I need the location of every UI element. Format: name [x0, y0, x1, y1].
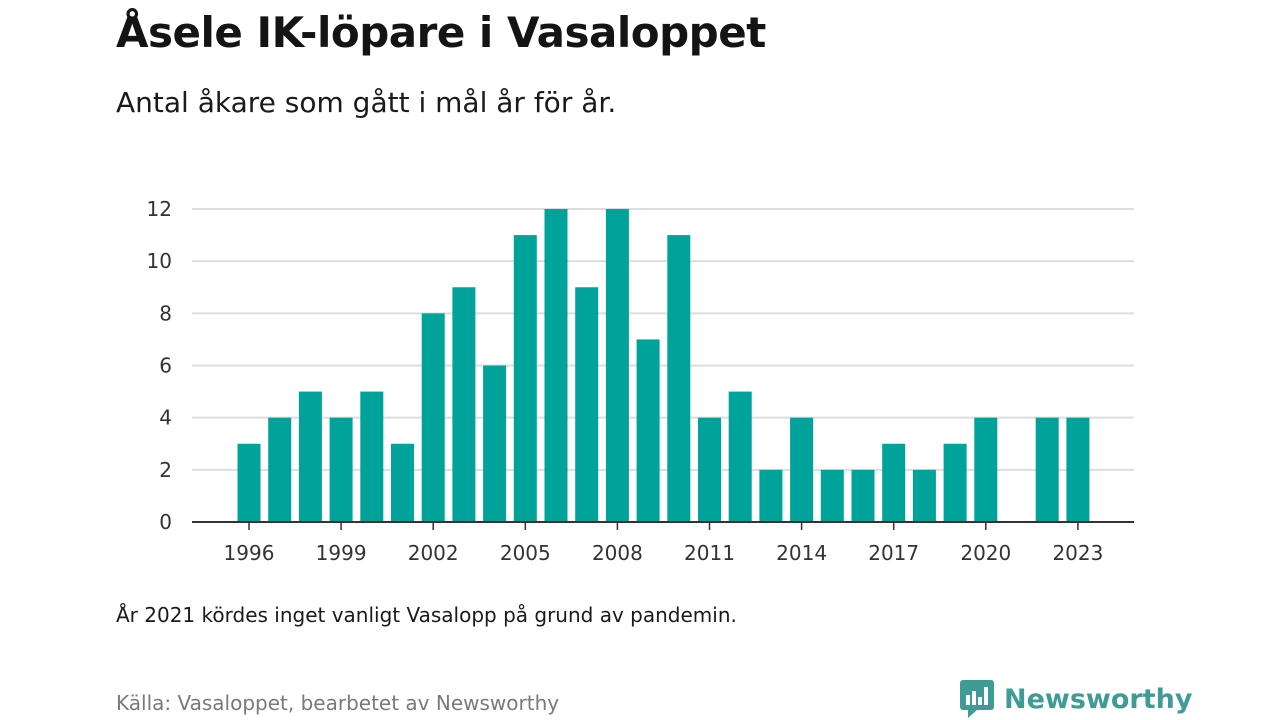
- bar-2009: [636, 339, 660, 522]
- axes: 0 2 4 6 8 10 12 1996 1999 2002 2005 2008 2011 2014 201…: [147, 197, 1134, 565]
- bar-2002: [421, 313, 445, 522]
- source-credit: Källa: Vasaloppet, bearbetet av Newswort…: [116, 691, 560, 715]
- bar-2004: [483, 365, 507, 522]
- bar-2019: [943, 443, 967, 522]
- bars: [237, 209, 1090, 523]
- y-tick-label: 4: [159, 406, 172, 430]
- x-tick-label: 2020: [960, 541, 1011, 565]
- bar-1999: [329, 417, 353, 522]
- bar-2015: [820, 469, 844, 522]
- bar-2001: [391, 443, 414, 522]
- bar-1996: [237, 443, 261, 522]
- x-tick-label: 2023: [1052, 541, 1103, 565]
- x-tick-label: 1996: [224, 541, 275, 565]
- bar-2014: [790, 417, 814, 522]
- x-tick-label: 2005: [500, 541, 551, 565]
- x-tick-label: 2008: [592, 541, 643, 565]
- bar-2007: [575, 287, 599, 522]
- bar-2008: [605, 209, 629, 522]
- bar-2010: [667, 235, 691, 523]
- x-tick-label: 2014: [776, 541, 827, 565]
- chart-title: Åsele IK-löpare i Vasaloppet: [116, 8, 766, 57]
- bar-2005: [513, 235, 537, 523]
- brand-logo: Newsworthy: [960, 680, 1192, 718]
- x-tick-label: 2011: [684, 541, 735, 565]
- y-tick-label: 2: [159, 458, 172, 482]
- bar-2020: [974, 417, 998, 522]
- bar-2011: [698, 417, 721, 522]
- bar-2012: [728, 391, 752, 522]
- bar-2003: [452, 287, 476, 522]
- brand-name: Newsworthy: [1004, 683, 1193, 715]
- bar-2023: [1066, 417, 1090, 522]
- bar-2022: [1035, 417, 1059, 522]
- bar-2018: [912, 469, 936, 522]
- bar-2006: [544, 209, 568, 522]
- x-tick-label: 1999: [316, 541, 367, 565]
- chart-subtitle: Antal åkare som gått i mål år för år.: [116, 86, 617, 119]
- y-tick-label: 10: [147, 249, 172, 273]
- bar-2013: [759, 469, 783, 522]
- chart-note: År 2021 kördes inget vanligt Vasalopp på…: [116, 603, 737, 627]
- y-tick-label: 8: [159, 301, 172, 325]
- newsworthy-logo-icon: [960, 680, 994, 718]
- y-tick-label: 0: [159, 510, 172, 534]
- bar-1997: [268, 417, 292, 522]
- bar-2000: [360, 391, 384, 522]
- y-tick-label: 12: [147, 197, 172, 221]
- x-tick-label: 2002: [408, 541, 459, 565]
- bar-1998: [298, 391, 322, 522]
- x-tick-label: 2017: [868, 541, 919, 565]
- bar-2016: [851, 469, 875, 522]
- y-tick-label: 6: [159, 354, 172, 378]
- bar-2017: [882, 443, 906, 522]
